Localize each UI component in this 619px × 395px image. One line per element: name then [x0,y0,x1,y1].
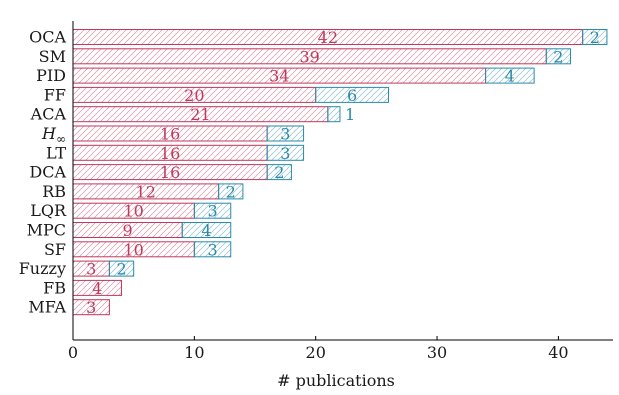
bar-series2 [193,241,232,258]
category-label: LT [46,143,66,162]
data-label-series2: 2 [274,163,284,182]
category-label: OCA [29,28,66,47]
data-label-series1: 42 [318,28,338,47]
data-label-series2: 6 [347,86,357,105]
data-label-series2: 4 [505,67,515,86]
data-label-series1: 16 [160,125,180,144]
data-label-series2: 3 [280,125,290,144]
category-label: RB [42,182,66,201]
bar-series2 [582,29,608,45]
x-tick-label: 0 [68,343,78,362]
bar-series2 [266,125,305,142]
bar-series2 [315,86,390,103]
x-axis-label: # publications [277,371,395,390]
bars-layer: 42 239 234 420 621 116 316 316 212 210 39 410 33 243 [72,28,608,317]
data-label-series1: 4 [92,279,102,298]
bar-series2 [108,260,135,277]
category-label: FF [44,85,66,104]
category-label: Fuzzy [19,259,66,278]
bar-series2 [181,222,232,238]
bar-series2 [545,48,572,65]
axis-layer: OCASMPIDFFACAH∞LTDCARBLQRMPCSFFuzzyFBMFA… [19,21,613,362]
data-label-series1: 16 [160,144,180,163]
data-label-series2: 2 [590,28,600,47]
data-label-series1: 10 [123,240,143,259]
bar-series2 [485,67,535,84]
category-label: MFA [28,298,66,317]
data-label-series1: 9 [123,221,133,240]
bar-series2 [218,183,244,200]
data-label-series1: 34 [269,67,289,86]
category-label: LQR [30,201,67,220]
data-label-series1: 21 [190,105,210,124]
category-label: DCA [29,163,66,182]
data-label-series1: 10 [123,202,143,221]
category-label: SF [44,240,66,259]
data-label-series1: 3 [86,298,96,317]
data-label-series2: 1 [345,105,355,124]
bar-series2 [266,164,292,181]
x-tick-label: 40 [548,343,568,362]
x-tick-label: 20 [306,343,326,362]
data-label-series2: 3 [207,240,217,259]
category-label: H∞ [41,124,66,146]
data-label-series1: 12 [136,182,156,201]
x-tick-label: 30 [427,343,447,362]
category-label: PID [36,66,66,85]
data-label-series1: 39 [299,47,319,66]
data-label-series1: 16 [160,163,180,182]
category-label: MPC [27,221,66,240]
category-label: SM [39,47,66,66]
data-label-series2: 2 [116,260,126,279]
data-label-series2: 4 [201,221,211,240]
category-label: FB [43,278,66,297]
bar-series2 [266,144,305,161]
bar-series2 [193,202,232,219]
data-label-series2: 3 [280,144,290,163]
category-label: ACA [30,105,67,124]
data-label-series1: 3 [86,260,96,279]
data-label-series2: 2 [553,47,563,66]
data-label-series1: 20 [184,86,204,105]
data-label-series2: 2 [226,182,236,201]
x-tick-label: 10 [184,343,204,362]
bar-series2 [327,106,341,123]
data-label-series2: 3 [207,202,217,221]
